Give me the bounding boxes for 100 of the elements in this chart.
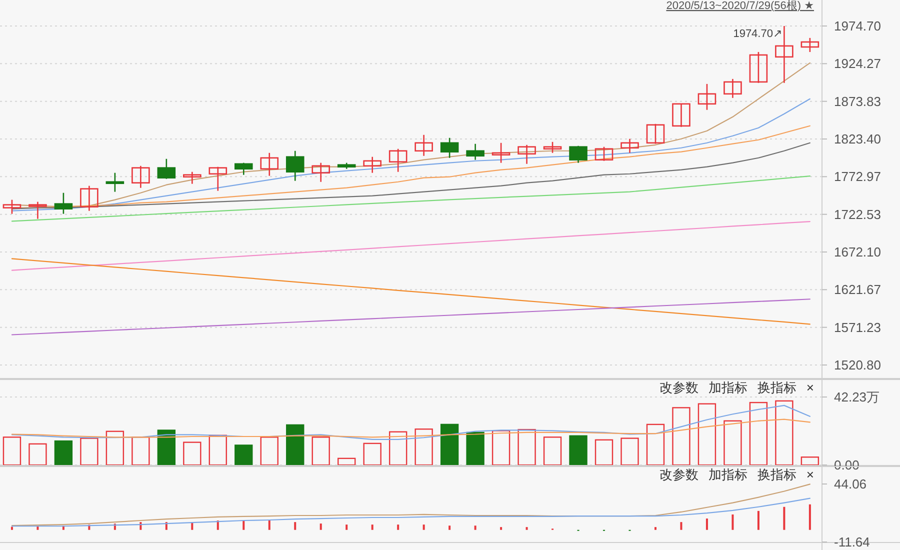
y-tick-label: 42.23万 xyxy=(834,390,880,405)
annotation: × xyxy=(806,467,814,482)
bar xyxy=(646,424,665,465)
candlestick xyxy=(106,172,124,192)
bar xyxy=(320,524,322,530)
chart-subtitle: 2020/5/13~2020/7/29(56根) ★ xyxy=(666,0,814,12)
candlestick xyxy=(440,137,459,159)
candlestick xyxy=(672,103,690,128)
candlestick xyxy=(594,146,614,162)
bar xyxy=(808,504,811,530)
bar xyxy=(440,424,459,465)
bar xyxy=(783,506,786,530)
bar xyxy=(466,432,484,465)
bar xyxy=(518,428,536,465)
candlestick xyxy=(543,141,562,154)
candlestick xyxy=(286,150,304,182)
bar xyxy=(448,526,451,530)
bar xyxy=(338,458,356,465)
candlestick xyxy=(132,165,150,188)
y-tick-label: 1823.40 xyxy=(834,131,881,146)
bar xyxy=(312,436,330,465)
bar xyxy=(54,440,73,465)
bar xyxy=(706,518,708,530)
bar xyxy=(294,522,296,530)
annotation: 改参数 xyxy=(659,467,698,482)
line-series xyxy=(11,98,810,212)
y-tick-label: 1873.83 xyxy=(834,94,881,109)
line-series xyxy=(11,404,810,440)
bar xyxy=(106,430,124,465)
y-tick-label: 1571.23 xyxy=(834,320,881,335)
y-tick-label: 1722.53 xyxy=(834,206,881,222)
y-tick-label: 1772.97 xyxy=(834,169,881,184)
candlestick xyxy=(569,145,588,164)
candlestick xyxy=(492,142,510,164)
bar xyxy=(672,407,690,465)
bar xyxy=(500,527,502,530)
bar xyxy=(732,514,734,530)
bar xyxy=(749,402,768,465)
bar xyxy=(724,420,742,465)
line-series xyxy=(11,498,810,527)
bar xyxy=(10,526,13,530)
bar xyxy=(397,524,400,530)
candlestick xyxy=(183,171,202,184)
bar xyxy=(526,527,528,530)
annotation: 1974.70↗ xyxy=(733,28,782,40)
bar xyxy=(680,522,682,530)
bar xyxy=(157,430,176,465)
bar xyxy=(474,526,476,530)
y-tick-label: -11.64 xyxy=(834,534,870,550)
candlestick xyxy=(208,166,228,192)
line-series xyxy=(11,258,810,325)
y-tick-label: 1520.80 xyxy=(834,358,881,373)
candlestick xyxy=(698,83,716,111)
bar xyxy=(775,400,794,465)
bar xyxy=(2,436,22,465)
candlestick xyxy=(749,51,768,84)
line-series xyxy=(11,175,810,222)
bar xyxy=(242,521,245,530)
bar xyxy=(363,442,382,465)
candlestick xyxy=(414,134,433,157)
annotation: 改参数 xyxy=(659,380,698,395)
candlestick xyxy=(234,162,253,176)
bar xyxy=(388,431,408,465)
bar xyxy=(757,510,760,530)
annotation: 加指标 xyxy=(708,380,748,395)
candlestick xyxy=(80,185,98,212)
line-series xyxy=(11,418,810,438)
candlestick xyxy=(157,158,176,180)
y-tick-label: 44.06 xyxy=(834,476,867,492)
y-tick-label: 1924.27 xyxy=(834,56,881,72)
bar xyxy=(594,439,614,465)
bar xyxy=(286,424,304,465)
bar xyxy=(28,443,47,465)
y-tick-label: 1672.10 xyxy=(834,244,881,260)
line-series xyxy=(11,298,810,336)
y-tick-label: 1974.70 xyxy=(834,18,881,34)
candlestick xyxy=(54,192,73,214)
candlestick xyxy=(363,156,382,174)
bar xyxy=(268,520,270,530)
bar xyxy=(698,403,716,465)
candlestick xyxy=(388,148,408,173)
annotation: 换指标 xyxy=(757,380,796,395)
annotation: 加指标 xyxy=(708,467,748,482)
candlestick xyxy=(312,162,330,183)
candlestick xyxy=(646,123,665,144)
candlestick xyxy=(800,37,820,53)
candlestick xyxy=(518,144,536,165)
y-tick-label: 1621.67 xyxy=(834,282,881,298)
candlestick xyxy=(28,201,47,220)
candlestick xyxy=(724,78,742,99)
annotation: 换指标 xyxy=(757,467,796,482)
line-series xyxy=(11,484,810,526)
bar xyxy=(260,436,278,465)
candlestick xyxy=(260,152,279,176)
bar xyxy=(800,456,820,465)
bar xyxy=(234,444,253,465)
bar xyxy=(620,438,639,465)
bar xyxy=(543,436,562,465)
candlestick xyxy=(620,138,639,154)
bar xyxy=(422,524,425,530)
